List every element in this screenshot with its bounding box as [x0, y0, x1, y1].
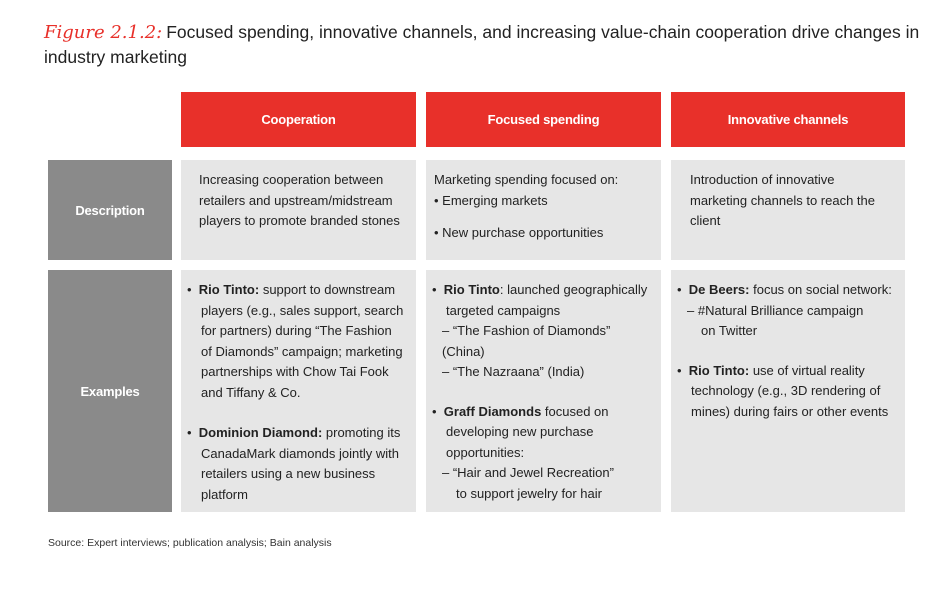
example-sub-item: – “The Nazraana” (India) [442, 364, 585, 379]
example-sub-item: on Twitter [701, 323, 758, 338]
examples-cooperation-cell: • Rio Tinto: support to downstream playe… [181, 270, 416, 512]
figure-label: Figure 2.1.2: [44, 22, 163, 43]
column-header-cooperation: Cooperation [181, 92, 416, 147]
description-innovative-channels-cell: Introduction of innovative marketing cha… [671, 160, 905, 260]
example-item: • Rio Tinto: use of virtual reality tech… [677, 362, 889, 419]
example-item: • Rio Tinto: launched geographically tar… [432, 282, 648, 318]
examples-innovative-channels-cell: • De Beers: focus on social network: – #… [671, 270, 905, 512]
row-label-examples: Examples [48, 270, 172, 512]
description-focused-spending-cell: Marketing spending focused on: • Emergin… [426, 160, 661, 260]
figure-title: Figure 2.1.2: Focused spending, innovativ… [44, 20, 924, 69]
description-innovative-text: Introduction of innovative marketing cha… [690, 172, 875, 228]
example-sub-item: – #Natural Brilliance campaign [687, 302, 864, 318]
column-header-focused-spending: Focused spending [426, 92, 661, 147]
description-cooperation-text: Increasing cooperation between retailers… [199, 172, 400, 228]
source-note: Source: Expert interviews; publication a… [48, 537, 332, 549]
bullet-item: • New purchase opportunities [434, 225, 604, 240]
example-item: • Dominion Diamond: promoting its Canada… [187, 425, 401, 502]
example-item: • De Beers: focus on social network: [677, 282, 892, 297]
figure-title-text: Focused spending, innovative channels, a… [44, 22, 920, 67]
description-cooperation-cell: Increasing cooperation between retailers… [181, 160, 416, 260]
example-sub-item: – “The Fashion of Diamonds” (China) [442, 323, 611, 359]
example-item: • Rio Tinto: support to downstream playe… [187, 282, 404, 400]
description-focused-intro: Marketing spending focused on: [434, 172, 619, 187]
example-sub-item: – “Hair and Jewel Recreation” [442, 465, 614, 480]
bullet-item: • Emerging markets [434, 192, 548, 208]
example-item: • Graff Diamonds focused on developing n… [432, 403, 609, 460]
example-sub-item: to support jewelry for hair [456, 485, 602, 501]
row-label-description: Description [48, 160, 172, 260]
examples-focused-spending-cell: • Rio Tinto: launched geographically tar… [426, 270, 661, 512]
column-header-innovative-channels: Innovative channels [671, 92, 905, 147]
